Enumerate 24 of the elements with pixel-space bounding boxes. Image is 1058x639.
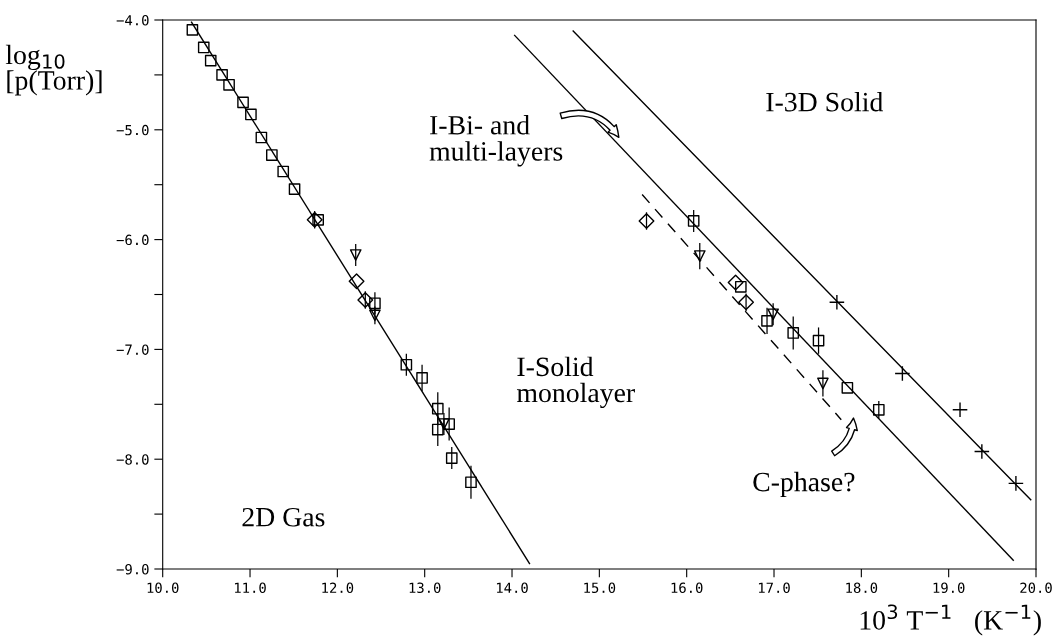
x-tick-label: 19.0 — [933, 582, 965, 594]
x-tick-label: 18.0 — [846, 582, 878, 594]
y-tick-label: −6.0 — [116, 234, 149, 246]
annotation: C-phase? — [753, 471, 855, 498]
text: 10$^{3}$ T$^{−1}$ (K$^{−1}$) — [860, 604, 1041, 636]
y-tick-label: −9.0 — [116, 564, 149, 575]
x-tick-label: 16.0 — [671, 582, 703, 594]
annotation: I-Bi- and multi-layers — [429, 115, 563, 167]
annotation: I-Solid monolayer — [516, 356, 635, 409]
annotation: 2D Gas — [242, 507, 325, 527]
x-tick-label: 12.0 — [322, 582, 354, 594]
y-tick-label: −7.0 — [116, 344, 149, 355]
x-tick-label: 17.0 — [758, 582, 790, 594]
x-tick-label: 15.0 — [584, 582, 616, 594]
y-tick-label: −5.0 — [116, 124, 149, 136]
x-tick-label: 10.0 — [147, 582, 179, 594]
annotation: I-3D Solid — [766, 91, 883, 112]
y-axis-title: log$_{10}$ [p(Torr)] — [5, 44, 102, 96]
x-tick-label: 13.0 — [409, 582, 441, 594]
y-tick-label: −8.0 — [116, 454, 149, 465]
x-tick-label: 20.0 — [1020, 582, 1052, 594]
x-tick-label: 11.0 — [234, 582, 266, 594]
y-tick-label: −4.0 — [116, 15, 149, 26]
x-tick-label: 14.0 — [496, 582, 528, 594]
